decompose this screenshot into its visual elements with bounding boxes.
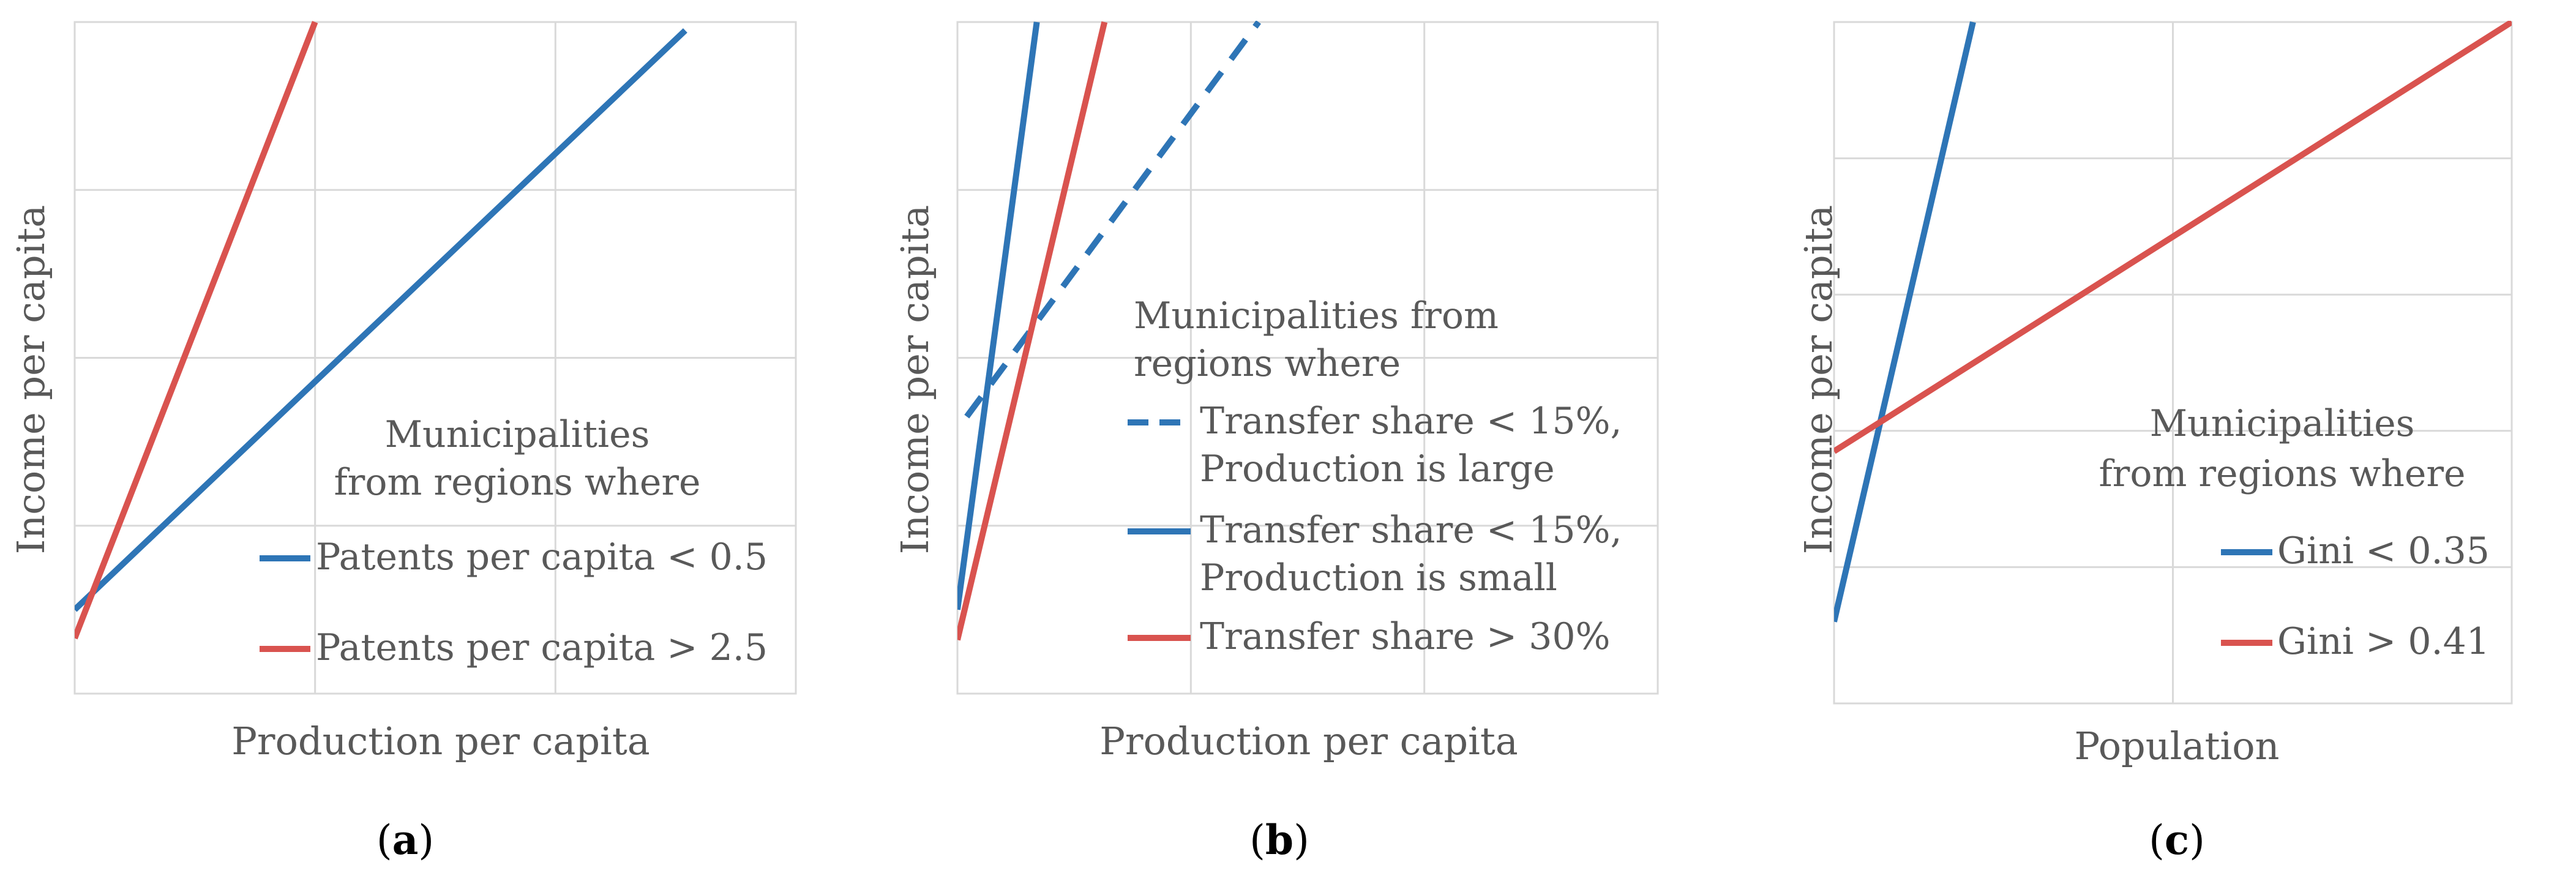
x-axis-label: Production per capita (1099, 719, 1518, 763)
series-line-2 (1834, 21, 2512, 454)
y-axis-label: Income per capita (9, 205, 53, 554)
legend-entry-label: Transfer share > 30% (1200, 615, 1611, 658)
x-axis-label: Production per capita (231, 719, 650, 763)
chart-panel-c: Population Income per capita Municipalitie… (1796, 21, 2513, 864)
chart-panel-a: Production per capita Income per capita Mu… (9, 21, 797, 864)
legend-entry-label: Patents per capita > 2.5 (316, 626, 768, 669)
y-axis-label: Income per capita (1796, 205, 1841, 554)
y-axis-label: Income per capita (893, 205, 937, 554)
panel-label: (c) (2149, 816, 2205, 864)
series-line-1 (75, 28, 687, 612)
legend-title: regions where (1134, 342, 1401, 385)
legend-entry-label: Transfer share < 15%, (1200, 509, 1622, 552)
gridlines (75, 22, 796, 694)
series-line-3 (957, 21, 1108, 641)
legend: Municipalities from regions where Transfer… (1128, 294, 1622, 658)
plot-frame (1833, 21, 2513, 705)
series-line-1 (964, 21, 1261, 419)
legend-entry-label: Gini < 0.35 (2277, 530, 2490, 572)
legend-entry-label: Production is large (1200, 448, 1555, 490)
legend-entry-label: Production is small (1200, 556, 1557, 599)
series-line-2 (75, 21, 318, 640)
legend-title: Municipalities (2150, 402, 2415, 445)
plot-frame (73, 21, 797, 695)
series-lines (1834, 21, 2512, 623)
chart-panel-b: Production per capita Income per capita Mu… (893, 21, 1659, 864)
series-line-1 (1834, 21, 1976, 623)
gridlines (957, 22, 1658, 694)
panel-label: (b) (1249, 816, 1309, 864)
legend-entry-label: Gini > 0.41 (2277, 620, 2490, 663)
legend-title: Municipalities from (1134, 294, 1499, 337)
legend: Municipalities from regions where Patents … (260, 413, 768, 669)
gridlines (1834, 22, 2512, 703)
series-lines (75, 21, 687, 640)
series-lines (957, 21, 1261, 641)
legend-entry-label: Transfer share < 15%, (1200, 400, 1622, 443)
legend-title: Municipalities (385, 413, 650, 456)
series-line-2 (957, 21, 1040, 610)
panel-label: (a) (376, 816, 434, 864)
legend-title: from regions where (334, 461, 700, 504)
legend-title: from regions where (2099, 452, 2465, 495)
legend-entry-label: Patents per capita < 0.5 (316, 536, 768, 579)
legend: Municipalities from regions where Gini < 0… (2099, 402, 2490, 663)
x-axis-label: Population (2075, 724, 2280, 768)
plot-frame (956, 21, 1659, 695)
